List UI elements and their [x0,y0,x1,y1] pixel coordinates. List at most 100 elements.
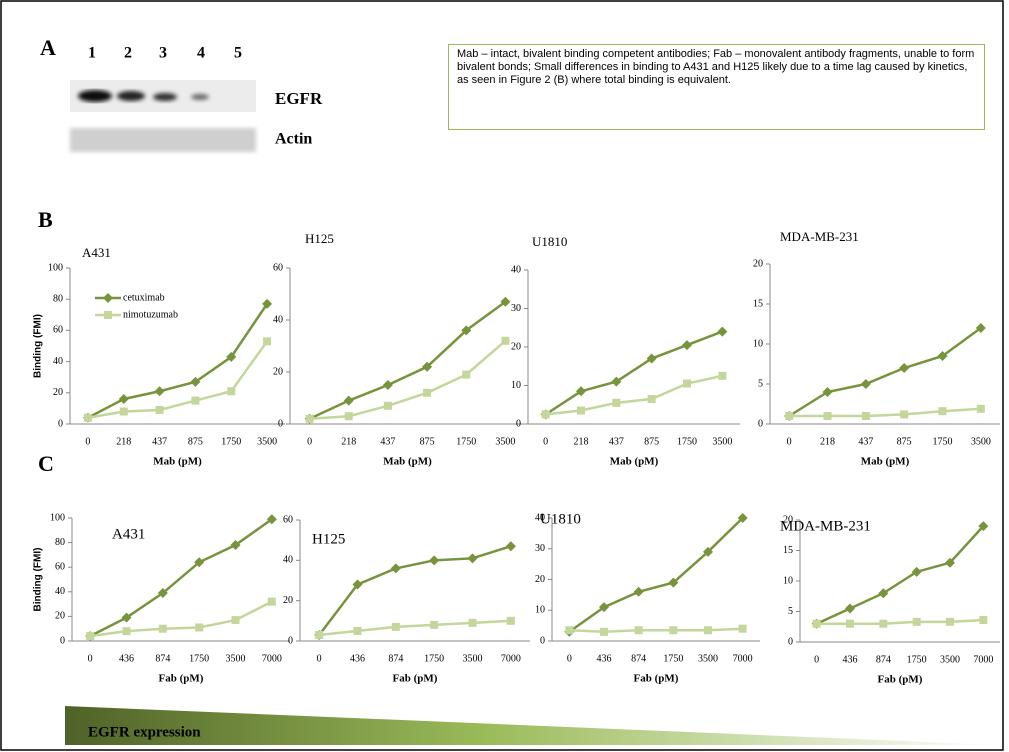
point [191,397,199,405]
y-tick-label: 15 [753,298,763,309]
x-tick-label: 436 [597,653,612,664]
series-line [319,621,511,635]
point [384,402,392,410]
x-tick-label: 0 [307,436,312,447]
x-tick-label: 218 [116,436,131,447]
point [669,626,677,634]
band [78,90,112,102]
band [153,93,177,101]
point [718,372,726,380]
x-tick-label: 0 [543,436,548,447]
x-tick-label: 3500 [463,653,483,664]
y-tick-label: 20 [535,574,545,585]
y-tick-label: 0 [288,635,293,646]
point [717,327,727,337]
y-tick-label: 20 [511,341,521,352]
legend-marker [104,311,112,319]
y-tick-label: 80 [55,537,65,548]
series-line [817,620,984,624]
point [462,371,470,379]
y-tick-label: 60 [53,325,63,336]
chart-title: MDA-MB-231 [780,518,871,534]
x-tick-label: 436 [350,653,365,664]
chart-title: U1810 [532,234,567,249]
point [156,406,164,414]
y-tick-label: 40 [53,356,63,367]
y-tick-label: 40 [283,555,293,566]
chart-title: A431 [112,526,145,542]
y-tick-label: 10 [783,575,793,586]
y-tick-label: 0 [60,635,65,646]
lane-labels: 1 2 3 4 5 [88,45,242,62]
series-line [569,518,742,632]
x-tick-label: 874 [388,653,403,664]
x-tick-label: 0 [814,654,819,665]
x-axis-label: Mab (pM) [861,456,910,468]
x-tick-label: 436 [843,654,858,665]
y-tick-label: 10 [535,605,545,616]
x-axis-label: Fab (pM) [393,673,438,685]
y-tick-label: 60 [283,514,293,525]
chart-title: MDA-MB-231 [780,229,859,244]
point [861,379,871,389]
x-axis-label: Mab (pM) [383,456,432,468]
point [946,618,954,626]
point [159,625,167,633]
y-tick-label: 0 [58,418,63,429]
x-tick-label: 1750 [456,436,476,447]
point [120,408,128,416]
x-tick-label: 0 [85,436,90,447]
x-tick-label: 3500 [712,436,732,447]
series-line [88,341,267,417]
point [879,620,887,628]
point [739,625,747,633]
point [600,628,608,636]
legend-label: cetuximab [123,292,165,303]
point [195,623,203,631]
point [391,563,401,573]
point [506,541,516,551]
y-tick-label: 5 [788,606,793,617]
y-tick-label: 0 [758,418,763,429]
panel-label: B [38,207,53,232]
x-tick-label: 218 [820,436,835,447]
x-tick-label: 1750 [933,436,953,447]
x-axis-label: Fab (pM) [634,673,679,685]
x-axis-label: Fab (pM) [878,674,923,686]
y-tick-label: 100 [50,512,65,523]
point [682,340,692,350]
point [824,412,832,420]
x-tick-label: 0 [317,653,322,664]
band [117,91,145,101]
note: Mab – intact, bivalent binding competent… [448,44,985,130]
x-tick-label: 7000 [973,654,993,665]
legend-marker [103,293,113,303]
point [634,587,644,597]
x-tick-label: 3500 [940,654,960,665]
legend-label: nimotuzumab [123,309,178,320]
point [232,616,240,624]
x-axis-label: Mab (pM) [153,456,202,468]
point [315,631,323,639]
chart-title: A431 [82,245,111,260]
x-tick-label: 1750 [677,436,697,447]
point [862,412,870,420]
panel-label: A [40,35,56,60]
panel-label: C [38,451,54,476]
page: A B C 1 2 3 4 5 EGFR Actin EGFR expressi… [0,0,1009,752]
point [899,363,909,373]
y-tick-label: 40 [55,586,65,597]
y-tick-label: 60 [273,262,283,273]
y-tick-label: 0 [540,635,545,646]
point [979,616,987,624]
x-tick-label: 3500 [971,436,991,447]
y-tick-label: 20 [283,595,293,606]
point [785,412,793,420]
x-tick-label: 1750 [663,653,683,664]
lane-label: 2 [124,45,132,62]
expression-gradient [65,706,1000,745]
blot-label: Actin [275,131,312,148]
point [383,380,393,390]
x-tick-label: 3500 [698,653,718,664]
point [977,405,985,413]
